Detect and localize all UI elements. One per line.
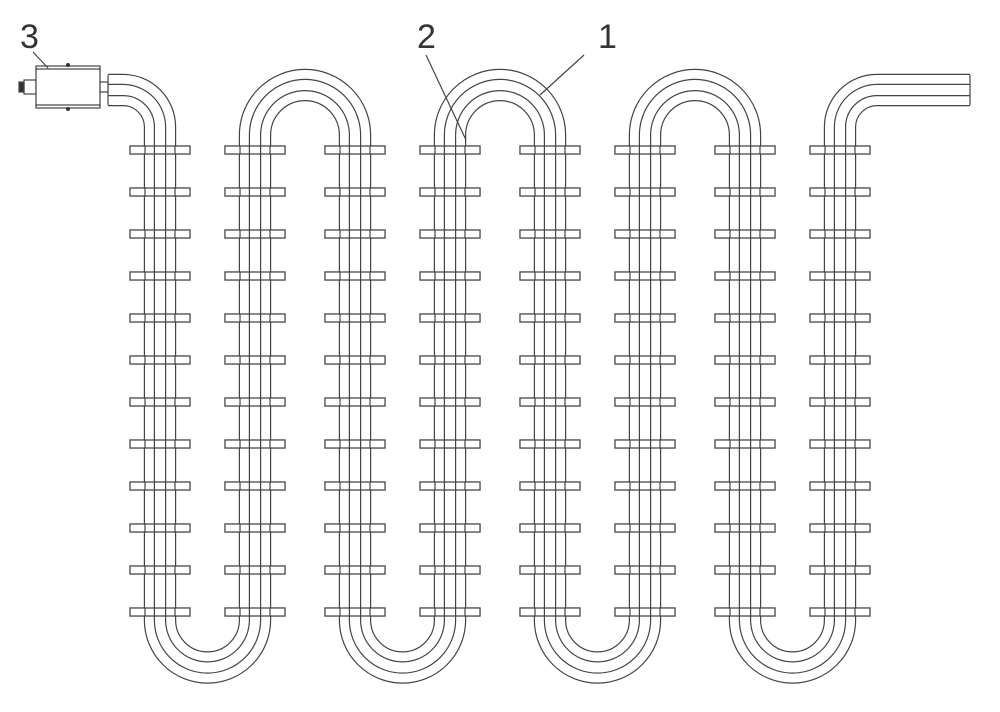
label-3: 3 [20,18,39,56]
label-2: 2 [417,18,436,56]
leader-1 [540,55,584,95]
inlet-device [19,63,108,111]
label-1: 1 [598,18,617,56]
serpentine-pipe [108,75,970,668]
